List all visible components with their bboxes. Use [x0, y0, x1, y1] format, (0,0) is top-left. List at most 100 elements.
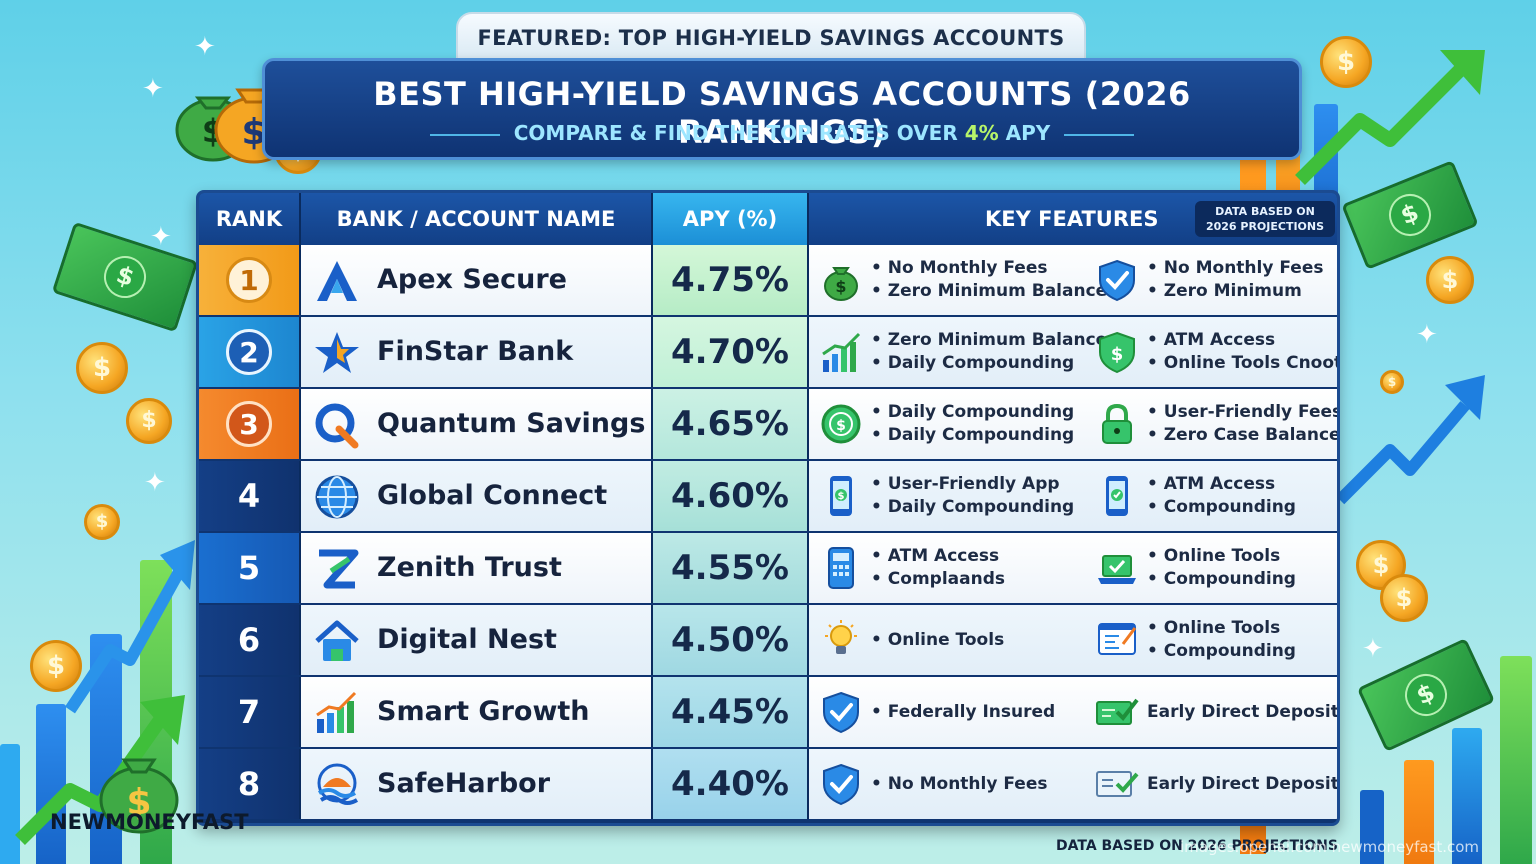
svg-text:$: $	[836, 418, 846, 434]
feature-group: • Online Tools	[819, 605, 1069, 675]
feature-text: • Zero Minimum	[1147, 281, 1302, 301]
rank-number: 6	[237, 621, 261, 659]
divider	[1064, 133, 1135, 136]
coin-decoration: $	[126, 398, 172, 444]
feature-lines: • No Monthly Fees	[871, 749, 1047, 819]
apex-logo-icon	[313, 257, 361, 305]
features-cell: • Federally Insured Early Direct Deposit	[807, 677, 1337, 747]
feature-text: • Zero Case Balance	[1147, 425, 1340, 445]
up-arrow-decoration	[1335, 375, 1485, 505]
feature-lines: • ATM Access • Compounding	[1147, 461, 1296, 531]
globe-logo-icon	[313, 473, 361, 521]
growth-chart-icon	[819, 330, 863, 374]
table-row: 8 SafeHarbor 4.40% • No Monthly Fees Early D…	[199, 749, 1337, 821]
featured-tab: FEATURED: TOP HIGH-YIELD SAVINGS ACCOUNT…	[456, 12, 1086, 60]
feature-group: $ • User-Friendly App • Daily Compounding	[819, 461, 1074, 531]
apy-value: 4.65%	[651, 389, 807, 459]
up-arrow-decoration	[1295, 50, 1485, 185]
feature-lines: • User-Friendly App • Daily Compounding	[871, 461, 1074, 531]
cash-bill-decoration	[51, 221, 199, 333]
feature-lines: • No Monthly Fees • Zero Minimum	[1147, 245, 1323, 315]
bank-cell: Quantum Savings	[299, 389, 651, 459]
rank-cell: 8	[199, 749, 299, 819]
feature-group: • Federally Insured	[819, 677, 1069, 747]
feature-group: $ • ATM Access • Online Tools Cnoots	[1095, 317, 1337, 387]
subtitle-prefix: COMPARE & FIND THE TOP RATES OVER	[513, 121, 958, 145]
feature-lines: • ATM Access • Complaands	[871, 533, 1005, 603]
data-note-line: 2026 PROJECTIONS	[1205, 220, 1325, 233]
feature-group: $ • No Monthly Fees • Zero Minimum Balance	[819, 245, 1107, 315]
feature-lines: Early Direct Deposit	[1147, 677, 1337, 747]
coin-decoration: $	[1380, 370, 1404, 394]
apy-value: 4.75%	[651, 245, 807, 315]
data-note-line: DATA BASED ON	[1215, 205, 1315, 218]
smartphone-dollar-icon: $	[819, 474, 863, 518]
rank-number: 4	[237, 477, 261, 515]
coin-decoration: $	[30, 640, 82, 692]
feature-text: • Online Tools	[1147, 618, 1281, 638]
feature-group: • ATM Access • Compounding	[1095, 461, 1337, 531]
bank-name: FinStar Bank	[377, 336, 574, 367]
feature-text: • Online Tools	[1147, 546, 1281, 566]
bank-name: SafeHarbor	[377, 768, 551, 799]
bank-name: Quantum Savings	[377, 408, 646, 439]
feature-lines: • Federally Insured	[871, 677, 1055, 747]
zenith-logo-icon	[313, 545, 361, 593]
feature-lines: • Zero Minimum Balance • Daily Compoundin…	[871, 317, 1107, 387]
table-row: 3 Quantum Savings 4.65% $ • Daily Compoundin…	[199, 389, 1337, 461]
coin-clock-icon: $	[819, 402, 863, 446]
chart-bar-decoration	[36, 704, 66, 864]
house-logo-icon	[313, 617, 361, 665]
footnote: DATA BASED ON 2026 PROJECTIONS	[1056, 838, 1338, 854]
quantum-logo-icon	[313, 401, 361, 449]
feature-group: • No Monthly Fees • Zero Minimum	[1095, 245, 1337, 315]
svg-text:$: $	[835, 277, 846, 296]
feature-text: • Daily Compounding	[871, 402, 1075, 422]
feature-group: • User-Friendly Fees • Zero Case Balance	[1095, 389, 1340, 459]
padlock-icon	[1095, 402, 1139, 446]
table-row: 4 Global Connect 4.60% $ • User-Friendly App…	[199, 461, 1337, 533]
feature-group: • Online Tools • Compounding	[1095, 605, 1337, 675]
feature-lines: • Online Tools • Compounding	[1147, 533, 1296, 603]
rank-cell: 3	[199, 389, 299, 459]
feature-text: • Federally Insured	[871, 701, 1056, 722]
star-logo-icon	[313, 329, 361, 377]
title-banner: BEST HIGH-YIELD SAVINGS ACCOUNTS (2026 R…	[262, 58, 1302, 160]
feature-lines: • No Monthly Fees • Zero Minimum Balance	[871, 245, 1107, 315]
table-row: 5 Zenith Trust 4.55% • ATM Access • Complaan…	[199, 533, 1337, 605]
table-row: 7 Smart Growth 4.45% • Federally Insured Ear…	[199, 677, 1337, 749]
rank-cell: 5	[199, 533, 299, 603]
smartphone-check-icon	[1095, 474, 1139, 518]
rank-badge: 3	[226, 401, 272, 447]
bank-cell: Apex Secure	[299, 245, 651, 315]
feature-lines: • ATM Access • Online Tools Cnoots	[1147, 317, 1337, 387]
table-row: 1 Apex Secure 4.75% $ • No Monthly Fees • Zer…	[199, 245, 1337, 317]
up-arrow-decoration	[65, 540, 195, 714]
apy-value: 4.55%	[651, 533, 807, 603]
page-subtitle: COMPARE & FIND THE TOP RATES OVER 4% APY	[265, 121, 1299, 145]
feature-text: • ATM Access	[1147, 474, 1276, 494]
sparkle-decoration: ✦	[1362, 634, 1384, 664]
feature-text: • User-Friendly App	[871, 474, 1060, 494]
features-cell: • Online Tools • Online Tools • Compoundin…	[807, 605, 1337, 675]
coin-decoration: $	[1380, 574, 1428, 622]
svg-text:$: $	[1111, 344, 1124, 365]
header-bank: BANK / ACCOUNT NAME	[299, 193, 651, 245]
bank-name: Global Connect	[377, 480, 608, 511]
coin-decoration: $	[84, 504, 120, 540]
feature-text: • Daily Compounding	[871, 353, 1075, 373]
rank-cell: 4	[199, 461, 299, 531]
feature-text: • Zero Minimum Balance	[871, 281, 1108, 301]
subtitle-accent: 4%	[964, 121, 999, 145]
apy-value: 4.60%	[651, 461, 807, 531]
data-note-badge: DATA BASED ON 2026 PROJECTIONS	[1195, 201, 1335, 237]
coin-decoration: $	[76, 342, 128, 394]
chart-bar-decoration	[1452, 728, 1482, 864]
calculator-phone-icon	[819, 546, 863, 590]
chart-bar-decoration	[0, 744, 20, 864]
header-apy: APY (%)	[651, 193, 807, 245]
features-cell: $ • Daily Compounding • Daily Compounding •…	[807, 389, 1340, 459]
divider	[429, 133, 500, 136]
sparkle-decoration: ✦	[144, 468, 166, 498]
sparkle-decoration: ✦	[150, 222, 172, 252]
